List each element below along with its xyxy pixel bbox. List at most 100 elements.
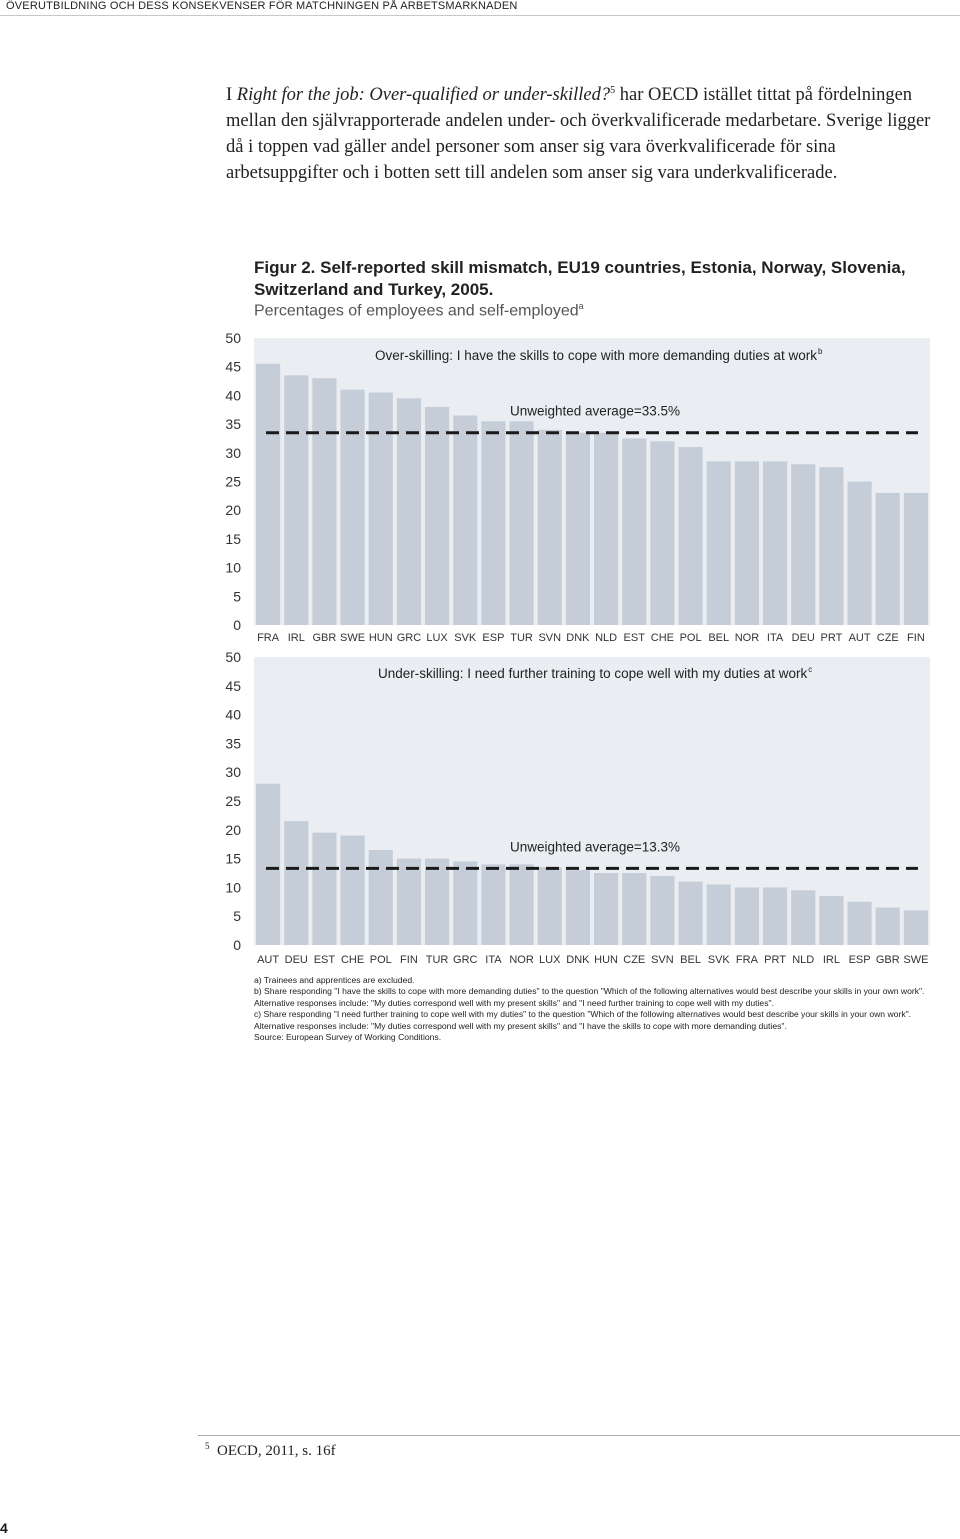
panel-2-category-label-grc: GRC <box>453 954 478 966</box>
panel-1-bar-swe <box>340 389 365 625</box>
panel-1-category-label-che: CHE <box>651 632 674 644</box>
panel-1-bar-gbr <box>312 378 337 625</box>
panel-2-y-tick-15: 15 <box>225 851 241 867</box>
panel-1-bar-fra <box>256 363 281 625</box>
footnote-number: 5 <box>205 1441 210 1451</box>
panel-1-bar-bel <box>706 461 731 625</box>
panel-1-bar-dnk <box>565 432 590 625</box>
panel-1-y-tick-0: 0 <box>233 617 241 633</box>
panel-1-category-label-swe: SWE <box>340 632 365 644</box>
panel-1-category-label-fin: FIN <box>907 632 925 644</box>
intro-rest: har OECD istället tittat på fördelningen… <box>226 85 931 184</box>
intro-paragraph: I Right for the job: Over-qualified or u… <box>226 78 946 186</box>
panel-2-category-label-fin: FIN <box>400 954 418 966</box>
panel-1-category-label-prt: PRT <box>821 632 843 644</box>
panel-2-title-sup: c <box>808 665 812 674</box>
panel-2-bar-cze <box>622 873 647 945</box>
panel-2-category-label-fra: FRA <box>736 954 759 966</box>
panel-1-bar-aut <box>847 481 872 625</box>
panel-2-y-tick-0: 0 <box>233 937 241 953</box>
panel-1-category-label-est: EST <box>624 632 646 644</box>
panel-1-category-label-svn: SVN <box>538 632 561 644</box>
panel-2-category-label-pol: POL <box>370 954 392 966</box>
panel-2-average-label: Unweighted average=13.3% <box>510 839 680 854</box>
panel-2-category-label-svk: SVK <box>708 954 731 966</box>
panel-1-bar-esp <box>481 421 506 625</box>
panel-1-y-tick-10: 10 <box>225 560 241 576</box>
panel-1-category-label-tur: TUR <box>510 632 533 644</box>
panel-2-category-label-est: EST <box>314 954 336 966</box>
panel-2-bar-hun <box>594 873 619 945</box>
panel-1-bar-lux <box>425 406 450 625</box>
panel-1-category-label-deu: DEU <box>792 632 815 644</box>
panel-1-category-label-nor: NOR <box>735 632 760 644</box>
figure-notes: a) Trainees and apprentices are excluded… <box>254 975 954 1043</box>
panel-2-category-label-cze: CZE <box>623 954 645 966</box>
panel-2-bar-fra <box>734 887 759 945</box>
panel-1-bar-deu <box>791 464 816 625</box>
panel-2-bar-bel <box>678 881 703 945</box>
panel-2-category-label-nld: NLD <box>792 954 814 966</box>
panel-2-category-label-lux: LUX <box>539 954 561 966</box>
panel-1-category-label-svk: SVK <box>454 632 477 644</box>
panel-2-bar-nld <box>791 890 816 945</box>
panel-2-bar-gbr <box>875 907 900 945</box>
note-a: a) Trainees and apprentices are excluded… <box>254 975 415 985</box>
panel-2-bar-deu <box>284 821 309 945</box>
panel-1-y-tick-15: 15 <box>225 531 241 547</box>
panel-1-bar-svn <box>537 429 562 625</box>
panel-2-bar-swe <box>903 910 928 945</box>
panel-2-bar-tur <box>425 858 450 945</box>
note-source: Source: European Survey of Working Condi… <box>254 1032 442 1043</box>
panel-1-category-label-ita: ITA <box>767 632 784 644</box>
intro-footnote-ref: 5 <box>610 85 616 96</box>
footnote-rule <box>198 1435 960 1436</box>
panel-2-category-label-aut: AUT <box>257 954 279 966</box>
intro-pre: I <box>226 85 237 106</box>
panel-2-bar-nor <box>509 864 534 945</box>
panel-1-category-label-grc: GRC <box>397 632 422 644</box>
figure-title: Figur 2. Self-reported skill mismatch, E… <box>254 258 906 299</box>
panel-2-y-tick-5: 5 <box>233 908 241 924</box>
panel-2-background <box>254 657 930 945</box>
panel-2-bar-esp <box>847 901 872 945</box>
panel-1-y-tick-30: 30 <box>225 445 241 461</box>
panel-1-bar-tur <box>509 421 534 625</box>
panel-2-category-label-tur: TUR <box>426 954 449 966</box>
panel-2-y-tick-10: 10 <box>225 879 241 895</box>
panel-1-bar-che <box>650 441 675 625</box>
panel-2-bar-fin <box>396 858 421 945</box>
page-number: 4 <box>0 1520 8 1536</box>
panel-1-bar-nor <box>734 461 759 625</box>
panel-2-title: Under-skilling: I need further training … <box>378 666 807 681</box>
panel-2-y-tick-20: 20 <box>225 822 241 838</box>
panel-2-y-tick-45: 45 <box>225 678 241 694</box>
panel-2-bar-est <box>312 832 337 945</box>
panel-2-category-label-bel: BEL <box>680 954 701 966</box>
panel-1-category-label-lux: LUX <box>426 632 448 644</box>
panel-1-y-tick-45: 45 <box>225 359 241 375</box>
panel-2-y-tick-50: 50 <box>225 649 241 665</box>
panel-2-category-label-svn: SVN <box>651 954 674 966</box>
panel-2-bar-dnk <box>565 870 590 945</box>
figure-subtitle: Percentages of employees and self-employ… <box>254 301 584 320</box>
panel-2-category-label-irl: IRL <box>823 954 840 966</box>
panel-2-category-label-ita: ITA <box>485 954 502 966</box>
panel-1-background <box>254 338 930 625</box>
panel-1-y-tick-35: 35 <box>225 416 241 432</box>
header-rule <box>0 15 960 16</box>
panel-2-bar-svk <box>706 884 731 945</box>
panel-2-bar-aut <box>256 783 281 945</box>
panel-2-category-label-che: CHE <box>341 954 364 966</box>
panel-2-y-tick-40: 40 <box>225 707 241 723</box>
panel-2-bar-grc <box>453 861 478 945</box>
panel-2-bar-lux <box>537 867 562 945</box>
footnote: 5 OECD, 2011, s. 16f <box>205 1441 336 1460</box>
panel-1-y-tick-25: 25 <box>225 474 241 490</box>
note-b-alt: Alternative responses include: "My dutie… <box>254 997 774 1008</box>
panel-2-category-label-prt: PRT <box>764 954 786 966</box>
footnote-text: OECD, 2011, s. 16f <box>217 1443 336 1459</box>
panel-1-y-tick-20: 20 <box>225 502 241 518</box>
panel-1-bar-nld <box>594 432 619 625</box>
